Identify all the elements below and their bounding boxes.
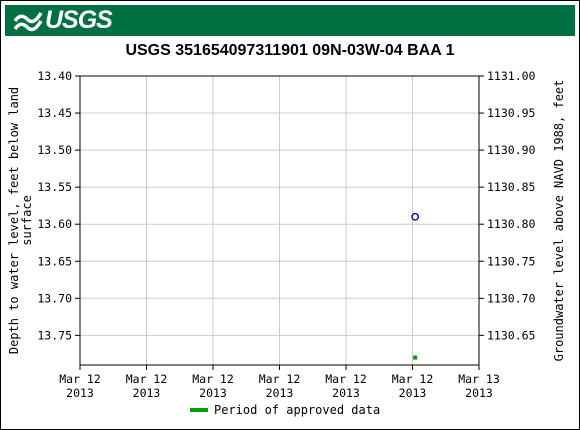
x-tick-label-year: 2013 <box>266 386 294 400</box>
y-tick-label-right: 1130.75 <box>487 254 535 268</box>
chart-title: USGS 351654097311901 09N-03W-04 BAA 1 <box>125 42 455 59</box>
data-point <box>411 212 420 221</box>
y-tick-label-right: 1130.80 <box>487 217 536 231</box>
y-axis-label-left-line2: surface <box>20 195 34 246</box>
y-tick-label-left: 13.40 <box>37 69 72 83</box>
y-tick-label-right: 1130.85 <box>487 180 535 194</box>
legend-swatch-approved <box>190 408 208 412</box>
y-tick-label-right: 1130.90 <box>487 143 536 157</box>
y-tick-label-left: 13.60 <box>37 217 72 231</box>
y-tick-label-left: 13.75 <box>37 328 72 342</box>
x-tick-label-year: 2013 <box>199 386 227 400</box>
chart-legend: Period of approved data <box>190 402 380 418</box>
x-tick-label-year: 2013 <box>133 386 161 400</box>
plot-border <box>79 75 480 366</box>
usgs-logo-text: USGS <box>45 6 113 34</box>
x-tick-label-year: 2013 <box>332 386 360 400</box>
x-tick-label: Mar 12 <box>59 372 101 386</box>
x-tick-label: Mar 13 <box>458 372 500 386</box>
x-tick-label: Mar 12 <box>392 372 434 386</box>
usgs-wave-icon <box>13 11 43 31</box>
x-tick-label: Mar 12 <box>192 372 234 386</box>
x-tick-label-year: 2013 <box>399 386 427 400</box>
y-tick-label-left: 13.70 <box>37 291 72 305</box>
y-tick-label-right: 1130.70 <box>487 291 536 305</box>
y-tick-label-right: 1130.95 <box>487 106 535 120</box>
x-tick-label-year: 2013 <box>465 386 493 400</box>
y-tick-label-left: 13.45 <box>37 106 72 120</box>
x-tick-label: Mar 12 <box>126 372 168 386</box>
x-tick-label: Mar 12 <box>259 372 301 386</box>
y-axis-label-left: Depth to water level, feet below land <box>7 87 21 354</box>
approved-period-marker <box>413 355 418 360</box>
y-tick-label-right: 1130.65 <box>487 328 535 342</box>
y-tick-label-right: 1131.00 <box>487 69 536 83</box>
y-tick-label-left: 13.55 <box>37 180 72 194</box>
legend-label-approved: Period of approved data <box>214 403 381 417</box>
usgs-banner: USGS <box>5 5 575 36</box>
x-tick-label: Mar 12 <box>325 372 367 386</box>
x-tick-label-year: 2013 <box>66 386 94 400</box>
y-axis-label-right: Groundwater level above NAVD 1988, feet <box>552 80 566 362</box>
usgs-logo[interactable]: USGS <box>13 6 113 34</box>
y-tick-label-left: 13.50 <box>37 143 72 157</box>
y-tick-label-left: 13.65 <box>37 254 72 268</box>
